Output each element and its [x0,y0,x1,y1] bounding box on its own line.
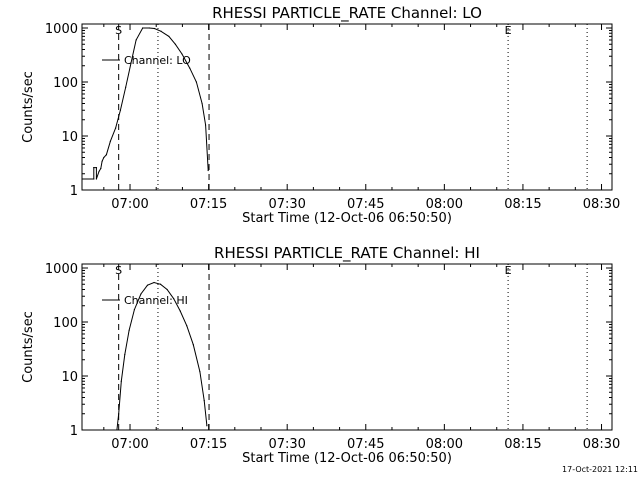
event-marker-label: S [115,24,122,37]
y-tick-label: 100 [53,316,78,331]
data-point [95,166,98,169]
data-point [140,293,142,295]
data-point [181,53,183,55]
data-point [206,425,208,427]
data-point [115,127,117,129]
data-point [124,353,126,356]
y-tick-label: 10 [61,370,78,385]
x-tick-label: 08:15 [504,437,541,452]
y-tick-label: 10 [61,130,78,145]
data-point [103,156,105,159]
data-point [201,102,203,105]
x-axis-label: Start Time (12-Oct-06 06:50:50) [242,211,452,226]
data-point [93,166,95,169]
data-point [153,27,156,30]
x-tick-label: 08:15 [504,197,541,212]
event-marker-label: E [505,24,512,37]
x-tick-label: 07:00 [111,197,148,212]
x-tick-label: 07:15 [190,197,227,212]
data-point [125,86,127,88]
event-marker-label: E [505,264,512,277]
data-point [186,325,188,327]
y-tick-label: 1 [70,424,78,439]
data-point [118,413,120,415]
x-tick-label: 08:30 [583,437,620,452]
data-point [128,329,130,331]
x-tick-label: 07:45 [347,197,384,212]
data-point [119,109,122,111]
x-tick-label: 07:15 [190,437,227,452]
y-axis-label: Counts/sec [21,311,36,383]
x-tick-label: 08:30 [583,197,620,212]
data-point [203,400,205,402]
data-point [160,30,162,32]
x-tick-label: 08:00 [426,197,463,212]
data-point [93,178,95,180]
x-tick-label: 07:30 [268,197,305,212]
legend-label: Channel: LO [124,54,191,67]
data-point [168,35,170,37]
data-point [159,283,162,285]
plot-frame [81,263,613,431]
x-tick-label: 07:30 [268,437,305,452]
x-axis-label: Start Time (12-Oct-06 06:50:50) [242,451,452,466]
data-point [173,298,175,300]
y-tick-label: 1000 [45,262,78,277]
data-point [146,284,149,286]
y-tick-label: 1 [70,184,78,199]
footer-timestamp: 17-Oct-2021 12:11 [562,465,638,474]
series-line [116,281,208,430]
data-point [195,81,197,83]
data-point [207,169,209,172]
data-point [82,178,83,180]
data-point [204,124,207,126]
data-point [130,62,132,65]
data-point [135,39,137,41]
data-point [189,67,191,69]
data-point [179,310,181,312]
series-line [82,27,209,180]
data-point [148,27,150,29]
data-point [98,170,100,173]
data-point [142,27,144,29]
data-point [166,288,168,291]
legend-label: Channel: HI [124,294,188,307]
data-point [199,371,201,373]
event-marker-label: S [115,264,122,277]
data-point [192,344,194,346]
data-point [100,167,102,170]
data-point [101,160,103,162]
data-point [109,140,111,142]
y-axis-label: Counts/sec [21,71,36,143]
data-point [105,154,108,156]
data-point [153,281,155,284]
x-tick-label: 08:00 [426,437,463,452]
x-tick-label: 07:45 [347,437,384,452]
chart-title: RHESSI PARTICLE_RATE Channel: LO [212,4,482,23]
data-point [174,43,177,45]
x-tick-label: 07:00 [111,437,148,452]
plot-frame [81,23,613,191]
data-point [120,380,122,382]
y-tick-label: 100 [53,76,78,91]
data-point [133,308,135,311]
data-point [116,429,118,430]
y-tick-label: 1000 [45,22,78,37]
data-point [95,178,98,180]
chart-title: RHESSI PARTICLE_RATE Channel: HI [214,244,480,263]
